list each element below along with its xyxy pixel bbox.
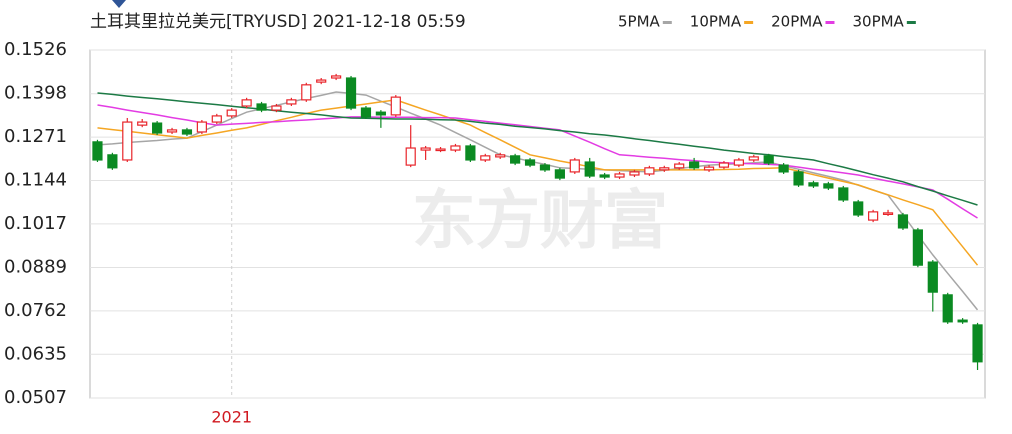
y-tick-label: 0.1144: [4, 169, 67, 190]
ma-line: [97, 92, 978, 206]
y-tick-label: 0.0635: [4, 343, 67, 364]
candle-body: [435, 148, 446, 152]
legend-swatch: [662, 21, 672, 24]
candle-body: [659, 167, 670, 171]
candle-body: [181, 129, 193, 135]
legend-label: 30PMA: [852, 13, 904, 31]
candle-body: [360, 107, 372, 118]
y-tick-label: 0.0762: [4, 300, 67, 321]
candle-body: [92, 141, 103, 161]
candle-body: [897, 214, 909, 229]
candle-body: [405, 147, 416, 166]
chart-title: 土耳其里拉兑美元[TRYUSD] 2021-12-18 05:59: [90, 12, 466, 32]
legend-swatch: [744, 21, 754, 24]
candle-body: [122, 121, 133, 161]
candle-body: [972, 324, 983, 363]
candle-body: [524, 159, 536, 166]
ma-line: [97, 91, 979, 311]
legend-swatch: [825, 21, 835, 24]
candle-body: [733, 159, 744, 166]
candle-body: [703, 166, 715, 171]
y-tick-label: 0.1398: [4, 83, 67, 104]
candle-body: [853, 201, 864, 216]
candle-body: [316, 79, 327, 83]
candle-body: [644, 167, 655, 175]
legend-swatch: [906, 21, 916, 24]
candle-body: [211, 115, 222, 123]
candle-body: [569, 159, 580, 173]
candle-body: [927, 261, 938, 293]
x-tick-label: 2021: [211, 408, 252, 427]
candle-body: [345, 77, 357, 109]
candle-body: [808, 182, 819, 187]
legend-label: 20PMA: [771, 13, 823, 31]
candle-body: [226, 109, 237, 117]
candle-body: [763, 155, 774, 164]
candle-body: [778, 164, 789, 173]
candle-body: [331, 75, 342, 79]
candle-body: [823, 183, 834, 189]
legend-label: 10PMA: [690, 13, 742, 31]
candle-body: [674, 163, 685, 169]
y-tick-label: 0.1271: [4, 126, 67, 147]
candle-body: [838, 187, 849, 201]
ma-line: [97, 99, 979, 266]
watermark: 东方财富: [412, 185, 668, 259]
candle-body: [166, 129, 178, 133]
candle-body: [584, 161, 595, 177]
candle-body: [599, 174, 610, 178]
candle-body: [942, 294, 953, 323]
candle-body: [420, 147, 431, 151]
candle-body: [718, 162, 730, 168]
candle-body: [375, 111, 386, 116]
candle-body: [107, 154, 118, 169]
corner-icon: [112, 0, 126, 8]
ma-line: [97, 104, 978, 219]
candle-body: [882, 212, 894, 216]
candle-body: [390, 96, 401, 116]
candle-body: [748, 156, 759, 161]
candle-body: [480, 155, 491, 161]
y-tick-label: 0.1526: [4, 39, 67, 60]
y-tick-label: 0.0889: [4, 257, 67, 278]
candle-body: [629, 171, 640, 176]
candle-body: [614, 173, 625, 178]
candle-body: [957, 319, 968, 323]
candle-body: [301, 84, 312, 101]
candle-body: [465, 145, 476, 161]
candle-body: [137, 121, 148, 126]
candle-body: [495, 154, 506, 158]
candle-body: [241, 99, 252, 107]
candle-body: [450, 145, 461, 151]
candle-body: [196, 121, 207, 133]
candle-body: [912, 229, 923, 266]
legend-label: 5PMA: [618, 13, 661, 31]
candle-body: [510, 155, 521, 164]
candle-body: [554, 169, 565, 179]
candle-body: [793, 171, 804, 186]
candle-body: [689, 161, 700, 169]
candle-body: [152, 122, 163, 134]
y-tick-label: 0.1017: [4, 213, 67, 234]
candle-body: [271, 105, 282, 111]
y-tick-label: 0.0507: [4, 387, 67, 408]
candle-body: [256, 103, 267, 111]
candle-body: [539, 164, 551, 171]
candle-body: [868, 211, 879, 221]
candle-body: [286, 99, 297, 105]
